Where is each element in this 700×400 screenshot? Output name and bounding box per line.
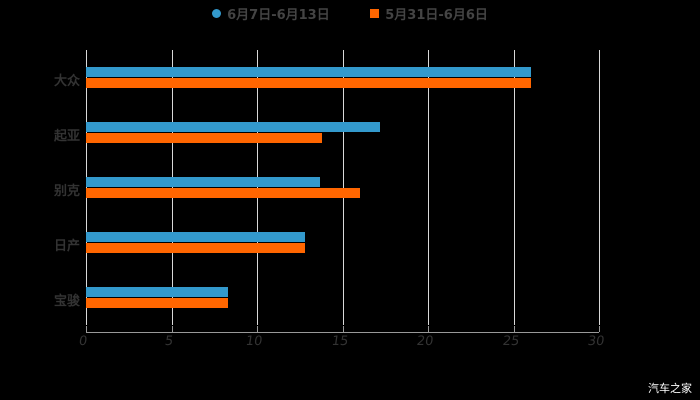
category-label: 起亚 [53, 129, 80, 144]
bar[interactable] [86, 133, 322, 143]
legend-label: 6月7日-6月13日 [227, 8, 330, 23]
x-tick-label: 10 [244, 334, 264, 349]
gridline [342, 50, 344, 325]
x-tick-label: 5 [163, 334, 174, 349]
bar[interactable] [86, 177, 321, 187]
category-label: 日产 [53, 239, 80, 254]
bar[interactable] [86, 67, 531, 77]
legend-label: 5月31日-6月6日 [385, 8, 488, 23]
legend-circle-icon [212, 9, 222, 18]
category-label: 宝骏 [53, 294, 80, 309]
bar[interactable] [86, 122, 381, 132]
x-tick-label: 0 [77, 334, 89, 349]
bar[interactable] [86, 232, 305, 242]
bar[interactable] [86, 287, 228, 297]
x-tick [171, 326, 173, 332]
x-tick-label: 25 [501, 334, 520, 349]
x-tick [86, 326, 87, 332]
x-axis-line [86, 332, 599, 333]
chart-legend: 6月7日-6月13日 5月31日-6月6日 [0, 4, 700, 23]
legend-item-series-1[interactable]: 6月7日-6月13日 [212, 4, 330, 23]
bar[interactable] [86, 298, 228, 308]
x-tick [513, 326, 515, 332]
x-tick [599, 326, 600, 332]
watermark: 汽车之家 [648, 382, 692, 395]
x-tick [342, 326, 344, 332]
category-label: 大众 [53, 74, 80, 89]
bar[interactable] [86, 188, 360, 198]
legend-item-series-2[interactable]: 5月31日-6月6日 [370, 4, 488, 23]
gridline [599, 50, 600, 325]
plot-area [86, 50, 600, 325]
x-tick-label: 30 [586, 334, 606, 349]
x-tick [257, 326, 258, 332]
bar[interactable] [86, 243, 305, 253]
x-tick-label: 15 [330, 334, 349, 349]
gridline [257, 50, 258, 325]
gridline [86, 50, 87, 325]
category-label: 别克 [53, 184, 80, 199]
gridline [513, 50, 515, 325]
x-tick-label: 20 [415, 334, 435, 349]
gridline [171, 50, 173, 325]
legend-square-icon [370, 9, 380, 18]
bar[interactable] [86, 78, 531, 88]
x-tick [428, 326, 429, 332]
gridline [428, 50, 429, 325]
